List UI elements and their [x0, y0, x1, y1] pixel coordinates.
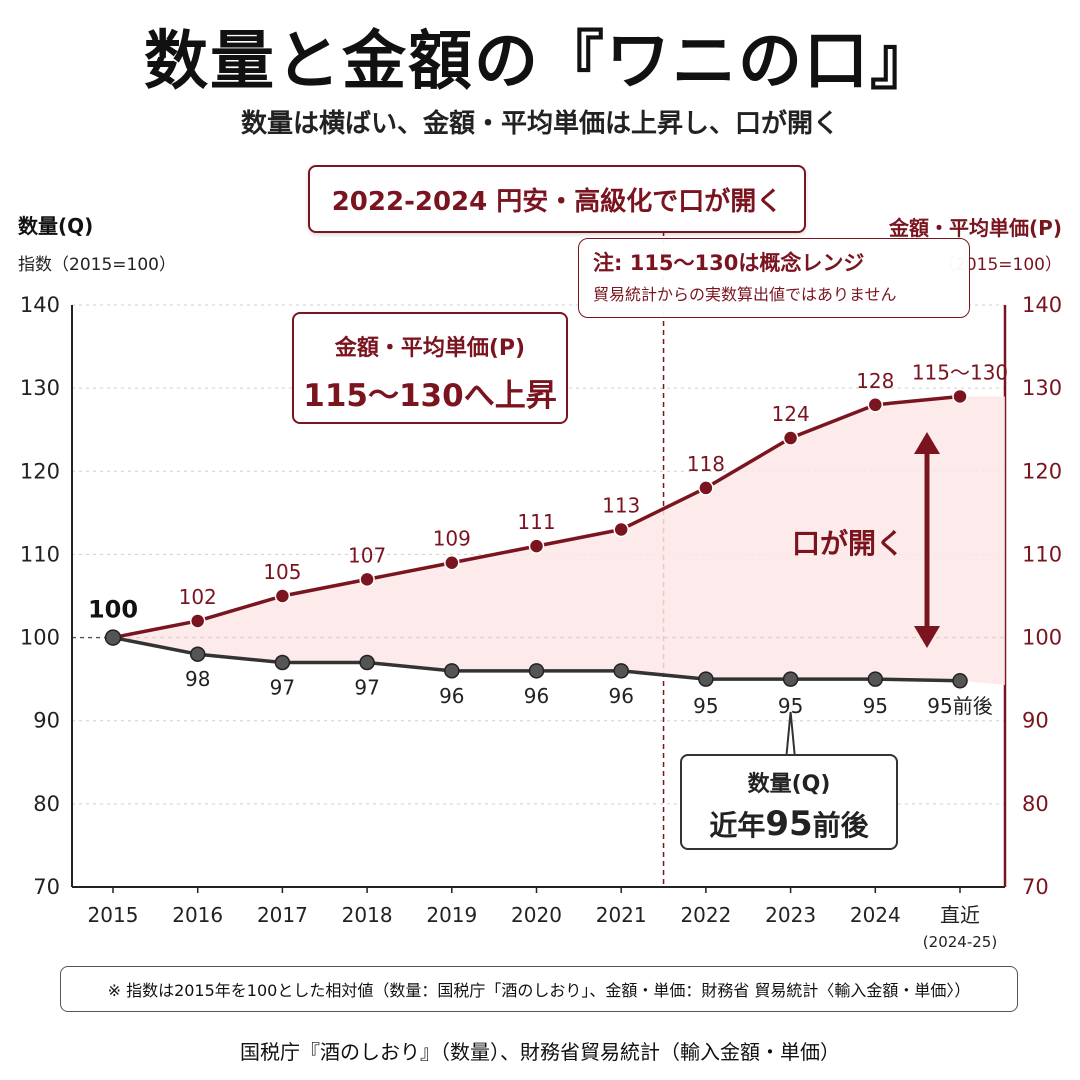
y-tick-label-left: 120	[20, 459, 60, 483]
price-data-label: 124	[772, 402, 810, 426]
price-data-label: 115〜130	[912, 360, 1008, 384]
gap-area	[113, 396, 1005, 685]
base-value-label: 100	[88, 596, 138, 624]
y-tick-label-left: 140	[20, 293, 60, 317]
price-point	[613, 521, 629, 538]
concept-range-note: 注: 115〜130は概念レンジ 貿易統計からの実数算出値ではありません	[578, 238, 970, 318]
x-tick-label: 2016	[172, 903, 223, 927]
quantity-point	[189, 646, 206, 662]
x-tick-label: 2022	[680, 903, 731, 927]
y-tick-label-left: 100	[20, 626, 60, 650]
y-tick-label-right: 70	[1022, 875, 1049, 899]
x-tick-label: 2020	[511, 903, 562, 927]
left-axis-subtitle: 指数（2015=100）	[18, 255, 176, 275]
price-data-label: 105	[263, 560, 301, 584]
price-data-label: 113	[602, 493, 640, 517]
source-text: 国税庁『酒のしおり』（数量）、財務省貿易統計（輸入金額・単価）	[240, 1040, 840, 1064]
quantity-callout-prefix: 近年	[709, 809, 766, 842]
y-tick-label-right: 120	[1022, 459, 1062, 483]
quantity-point	[782, 671, 799, 687]
quantity-data-label: 95	[693, 694, 718, 718]
x-tick-label: 2017	[257, 903, 308, 927]
quantity-point	[613, 663, 629, 679]
price-callout: 金額・平均単価(P) 115〜130へ上昇	[292, 312, 568, 424]
quantity-point	[952, 673, 968, 689]
note-body: 貿易統計からの実数算出値ではありません	[593, 285, 897, 304]
gap-arrow-head-up	[914, 432, 940, 454]
quantity-callout-title: 数量(Q)	[747, 772, 831, 797]
price-point	[952, 388, 968, 405]
price-data-label: 102	[179, 585, 217, 609]
quantity-point	[698, 671, 714, 687]
price-point	[189, 613, 206, 629]
price-callout-value: 115〜130へ上昇	[303, 378, 557, 414]
x-tick-label: 直近	[940, 903, 980, 927]
base-point	[104, 629, 122, 646]
price-data-label: 118	[687, 452, 725, 476]
x-tick-label: 2021	[596, 903, 647, 927]
price-point	[782, 430, 799, 446]
chart-subtitle: 数量は横ばい、金額・平均単価は上昇し、口が開く	[240, 109, 839, 139]
quantity-data-label: 97	[354, 676, 379, 700]
quantity-data-label: 95	[863, 694, 888, 718]
y-tick-label-left: 80	[33, 792, 60, 816]
left-axis-title: 数量(Q)	[18, 214, 94, 238]
x-tick-label: 2018	[342, 903, 393, 927]
price-point	[528, 538, 545, 554]
x-tick-sublabel: (2024-25)	[923, 933, 997, 951]
price-data-label: 111	[517, 510, 555, 534]
y-tick-label-right: 130	[1022, 376, 1062, 400]
quantity-point	[274, 654, 291, 671]
quantity-data-label: 96	[608, 684, 633, 708]
y-tick-label-right: 90	[1022, 709, 1049, 733]
price-data-label: 107	[348, 543, 386, 567]
price-data-label: 128	[856, 369, 894, 393]
x-tick-label: 2019	[426, 903, 477, 927]
y-tick-label-right: 80	[1022, 792, 1049, 816]
price-point	[867, 397, 884, 413]
quantity-callout-number: 95	[765, 804, 813, 844]
y-tick-label-left: 130	[20, 376, 60, 400]
y-tick-label-left: 110	[20, 542, 60, 566]
quantity-point	[528, 663, 545, 679]
y-tick-label-left: 90	[33, 709, 60, 733]
price-data-label: 109	[433, 527, 471, 551]
price-point	[359, 571, 375, 588]
gap-arrow-head-down	[914, 626, 940, 648]
x-tick-label: 2015	[88, 903, 139, 927]
period-banner: 2022-2024 円安・高級化で口が開く	[308, 165, 806, 233]
quantity-point	[444, 663, 460, 679]
y-tick-label-left: 70	[33, 875, 60, 899]
quantity-data-label: 97	[270, 676, 295, 700]
gap-label: 口が開く	[792, 527, 905, 560]
quantity-point	[359, 654, 375, 671]
quantity-point	[867, 671, 884, 687]
price-callout-title: 金額・平均単価(P)	[334, 336, 526, 361]
price-point	[444, 554, 460, 571]
quantity-callout-pointer	[785, 711, 796, 755]
quantity-data-label: 95前後	[927, 694, 992, 718]
quantity-callout-value: 近年95前後	[682, 804, 896, 844]
note-title: 注: 115〜130は概念レンジ	[593, 251, 865, 275]
price-point	[698, 480, 714, 496]
quantity-data-label: 98	[185, 667, 210, 691]
quantity-data-label: 96	[439, 684, 464, 708]
y-tick-label-right: 140	[1022, 293, 1062, 317]
right-axis-title: 金額・平均単価(P)	[889, 216, 1062, 240]
footnote: ※ 指数は2015年を100とした相対値（数量：国税庁「酒のしおり」、金額・単価…	[60, 966, 1018, 1012]
quantity-callout: 数量(Q) 近年95前後	[680, 754, 898, 850]
quantity-data-label: 96	[524, 684, 549, 708]
chart-title: 数量と金額の『ワニの口』	[144, 25, 936, 99]
x-tick-label: 2024	[850, 903, 901, 927]
quantity-callout-suffix: 前後	[812, 809, 869, 842]
y-tick-label-right: 110	[1022, 542, 1062, 566]
y-tick-label-right: 100	[1022, 626, 1062, 650]
price-point	[274, 588, 291, 604]
x-tick-label: 2023	[765, 903, 816, 927]
